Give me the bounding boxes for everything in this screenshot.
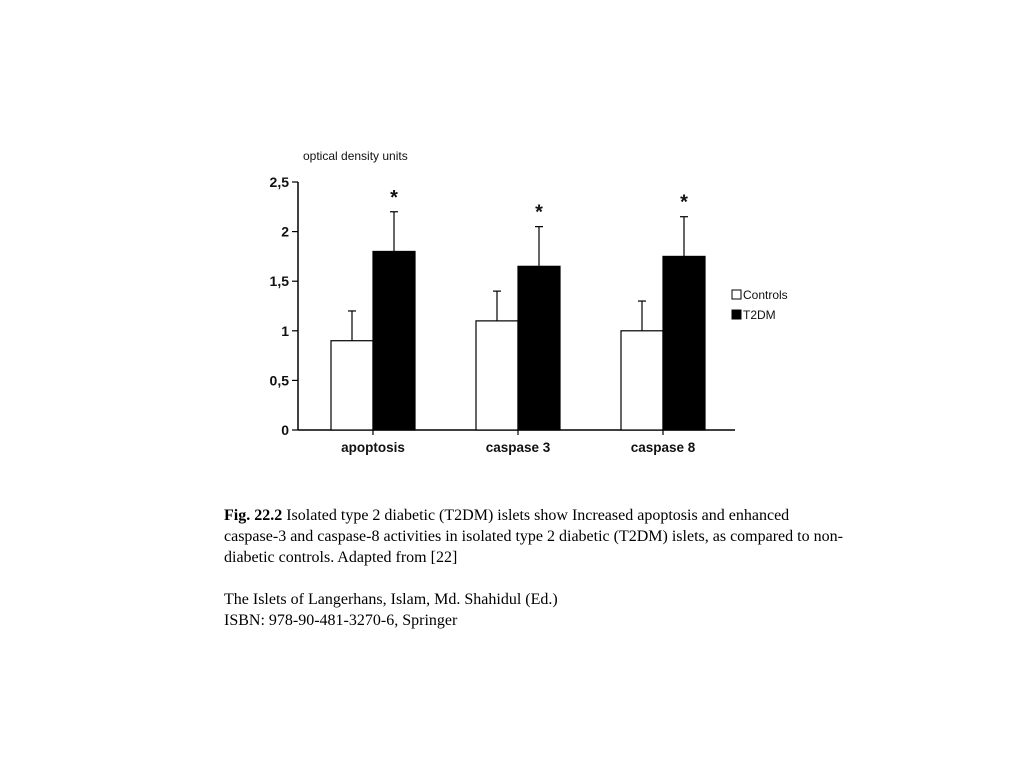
bar-controls-caspase-3 [475,320,519,431]
y-tick-label: 0 [281,422,289,438]
bar-t2dm-apoptosis [372,250,416,431]
significance-marker: * [680,192,688,214]
y-tick-label: 1 [281,323,289,339]
significance-marker: * [390,187,398,209]
source-line-1: The Islets of Langerhans, Islam, Md. Sha… [224,591,558,608]
caption-text: Isolated type 2 diabetic (T2DM) islets s… [224,507,843,566]
y-axis-ticks: 0 0,5 1 1,5 2 2,5 [270,174,298,438]
y-tick-label: 2,5 [270,174,290,190]
y-axis-label: optical density units [303,149,408,163]
bars: * * * [330,187,706,431]
y-tick-label: 2 [281,224,289,240]
source-line-2: ISBN: 978-90-481-3270-6, Springer [224,612,458,629]
legend-swatch [731,289,742,300]
legend-swatch [731,309,742,320]
y-tick-label: 0,5 [270,372,290,388]
x-tick-label: caspase 3 [486,440,551,455]
significance-marker: * [535,202,543,224]
figure-caption: Fig. 22.2 Isolated type 2 diabetic (T2DM… [224,505,844,631]
bar-t2dm-caspase-3 [517,265,561,431]
bar-controls-apoptosis [330,340,374,431]
bar-t2dm-caspase-8 [662,255,706,431]
bar-controls-caspase-8 [620,330,664,431]
caption-paragraph: Fig. 22.2 Isolated type 2 diabetic (T2DM… [224,505,844,568]
figure-number: Fig. 22.2 [224,507,283,524]
x-tick-label: caspase 8 [631,440,696,455]
bar-chart: optical density units 0 0,5 1 1,5 2 2,5 * * * a… [270,149,788,455]
legend-label: Controls [743,288,788,302]
y-tick-label: 1,5 [270,273,290,289]
x-tick-label: apoptosis [341,440,405,455]
legend-label: T2DM [743,308,776,322]
legend: Controls T2DM [731,288,788,322]
x-axis-labels: apoptosis caspase 3 caspase 8 [341,430,696,455]
